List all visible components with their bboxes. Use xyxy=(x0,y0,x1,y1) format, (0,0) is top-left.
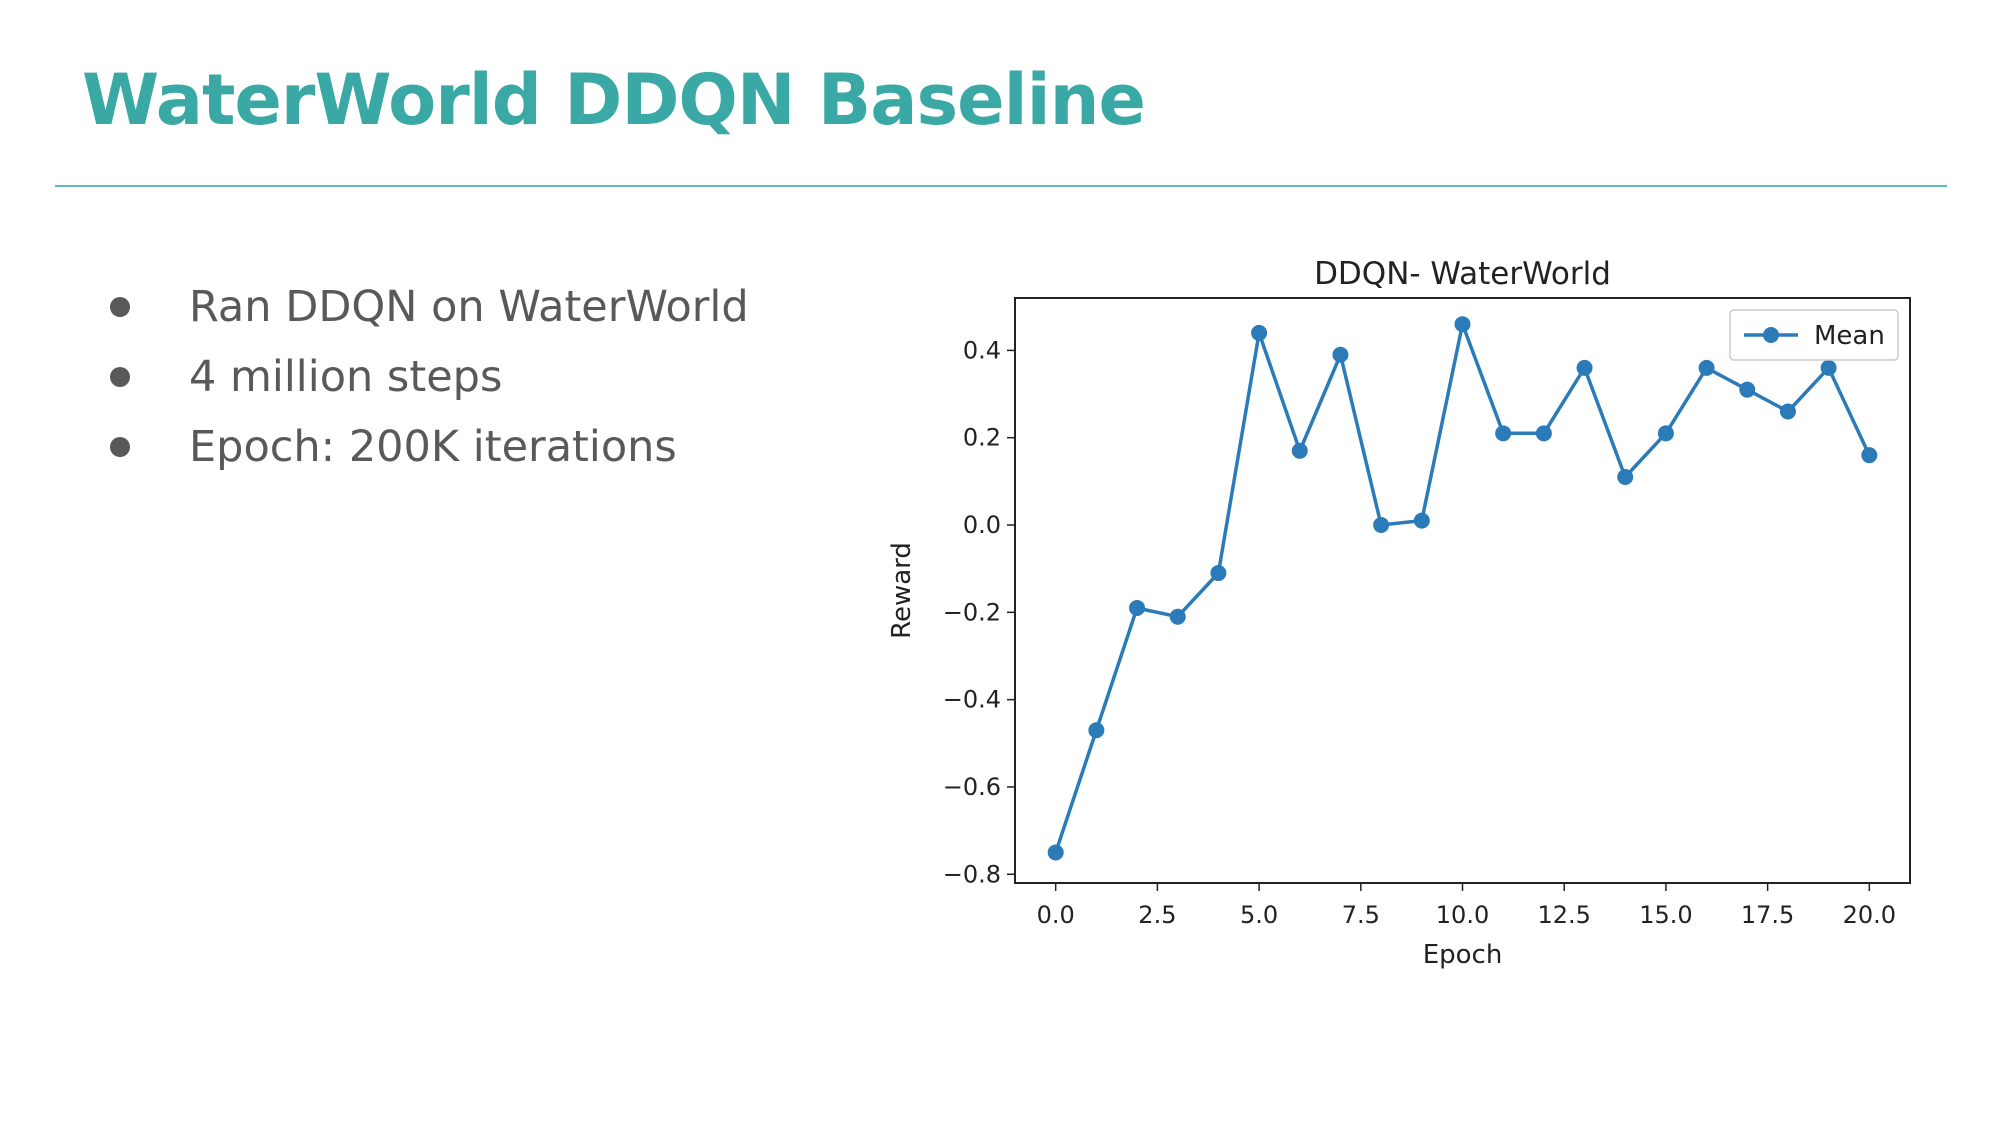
y-tick-label: −0.4 xyxy=(943,686,1001,714)
data-point xyxy=(1779,403,1796,420)
data-point xyxy=(1251,324,1268,341)
bullet-dot-icon xyxy=(110,297,130,317)
x-axis-label: Epoch xyxy=(1423,940,1503,970)
x-tick-label: 17.5 xyxy=(1741,901,1794,929)
data-point xyxy=(1088,722,1105,739)
data-point xyxy=(1129,599,1146,616)
bullet-text: Epoch: 200K iterations xyxy=(189,422,677,472)
data-point xyxy=(1820,359,1837,376)
bullet-dot-icon xyxy=(110,437,130,457)
data-point xyxy=(1739,381,1756,398)
plot-frame xyxy=(1014,297,1911,884)
data-point xyxy=(1047,844,1064,861)
data-point xyxy=(1413,512,1430,529)
data-point xyxy=(1698,359,1715,376)
y-tick-label: −0.2 xyxy=(943,598,1001,626)
y-tick-label: 0.2 xyxy=(963,424,1001,452)
data-point xyxy=(1576,359,1593,376)
y-tick-label: −0.6 xyxy=(943,773,1001,801)
data-point xyxy=(1373,517,1390,534)
bullet-item: Epoch: 200K iterations xyxy=(105,412,749,482)
data-point xyxy=(1210,565,1227,582)
reward-line-chart: DDQN- WaterWorld 0.0 2.5 5.0 7.5 10.0 12.5 15.0… xyxy=(887,256,1911,970)
y-tick-label: −0.8 xyxy=(943,860,1001,888)
bullet-text: 4 million steps xyxy=(189,352,503,402)
data-point xyxy=(1495,425,1512,442)
slide-title: WaterWorld DDQN Baseline xyxy=(82,59,1146,141)
chart-title: DDQN- WaterWorld xyxy=(1314,256,1611,292)
data-point xyxy=(1291,442,1308,459)
x-tick-label: 15.0 xyxy=(1639,901,1692,929)
x-tick-label: 10.0 xyxy=(1436,901,1489,929)
data-point xyxy=(1169,608,1186,625)
bullet-dot-icon xyxy=(110,367,130,387)
bullet-item: 4 million steps xyxy=(105,342,749,412)
bullet-item: Ran DDQN on WaterWorld xyxy=(105,272,749,342)
x-tick-label: 12.5 xyxy=(1537,901,1590,929)
series-line-mean xyxy=(1054,322,1871,853)
y-tick-label: 0.4 xyxy=(963,336,1001,364)
data-point xyxy=(1454,316,1471,333)
x-tick-label: 2.5 xyxy=(1138,901,1176,929)
bullet-list: Ran DDQN on WaterWorld 4 million steps E… xyxy=(105,272,749,482)
title-divider xyxy=(55,185,1947,187)
data-point xyxy=(1535,425,1552,442)
data-point xyxy=(1657,425,1674,442)
legend-marker xyxy=(1763,327,1779,343)
y-tick-label: 0.0 xyxy=(963,511,1001,539)
data-point xyxy=(1861,447,1878,464)
data-point xyxy=(1617,468,1634,485)
legend-label: Mean xyxy=(1814,321,1885,351)
x-tick-label: 7.5 xyxy=(1342,901,1380,929)
data-point xyxy=(1332,346,1349,363)
x-tick-label: 5.0 xyxy=(1240,901,1278,929)
x-tick-label: 0.0 xyxy=(1037,901,1075,929)
x-tick-label: 20.0 xyxy=(1843,901,1896,929)
bullet-text: Ran DDQN on WaterWorld xyxy=(189,282,749,332)
legend-box xyxy=(1729,309,1899,361)
y-axis-label: Reward xyxy=(887,542,917,639)
